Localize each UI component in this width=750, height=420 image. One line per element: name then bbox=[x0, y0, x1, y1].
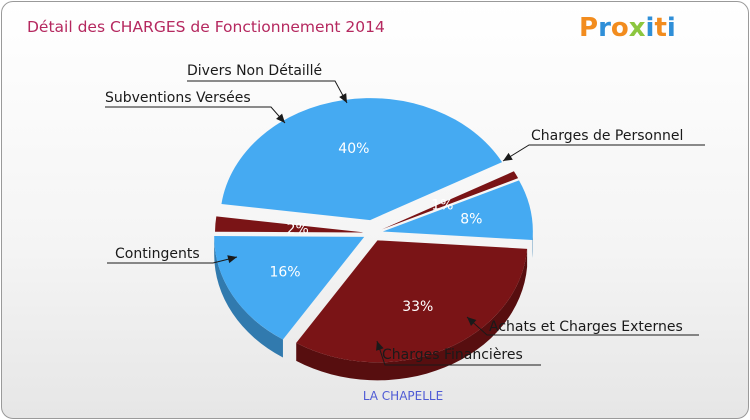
legend-label: Charges de Personnel bbox=[531, 128, 683, 144]
slice-percent-label: 2% bbox=[287, 222, 309, 238]
arrow-head-icon bbox=[339, 93, 347, 103]
logo-letter: i bbox=[667, 13, 676, 43]
pie-labels: 33% 16% 2% 40% 1% 8% Charges de Personnel Achat… bbox=[105, 63, 705, 366]
commune-label: LA CHAPELLE bbox=[363, 389, 443, 403]
legend-label: Charges Financières bbox=[382, 347, 523, 363]
arrow-head-icon bbox=[276, 113, 285, 123]
leader-line bbox=[502, 144, 705, 162]
legend-label: Divers Non Détaillé bbox=[187, 63, 322, 79]
slice-percent-label: 33% bbox=[402, 299, 433, 315]
slice-contingents bbox=[221, 98, 503, 221]
logo-letter: x bbox=[629, 13, 646, 43]
slice-percent-label: 16% bbox=[269, 265, 300, 281]
slice-side bbox=[214, 236, 283, 358]
logo-letter: o bbox=[611, 13, 629, 43]
arrow-head-icon bbox=[227, 255, 237, 264]
leader-line bbox=[105, 106, 286, 124]
slice-achats-et-charges-externes bbox=[214, 236, 365, 340]
slice-charges-financi-res bbox=[215, 216, 366, 233]
slice-percent-label: 40% bbox=[338, 141, 369, 157]
slice-subventions-vers-es bbox=[381, 171, 519, 230]
arrow-head-icon bbox=[376, 341, 384, 351]
legend-label: Achats et Charges Externes bbox=[489, 319, 683, 335]
logo-letter: t bbox=[654, 13, 666, 43]
proxiti-logo: Proxiti bbox=[579, 13, 676, 43]
chart-title: Détail des CHARGES de Fonctionnement 201… bbox=[27, 18, 385, 36]
arrow-head-icon bbox=[503, 152, 513, 161]
logo-letter: i bbox=[646, 13, 655, 43]
slice-percent-label: 1% bbox=[431, 198, 453, 214]
slice-percent-label: 8% bbox=[460, 211, 482, 227]
slice-divers-non-d-taill bbox=[382, 180, 533, 241]
legend-label: Subventions Versées bbox=[105, 90, 251, 106]
logo-letter: P bbox=[579, 13, 598, 43]
slice-side bbox=[296, 248, 528, 381]
pie-slices bbox=[214, 98, 533, 381]
logo-letter: r bbox=[598, 13, 611, 43]
arrow-head-icon bbox=[467, 317, 477, 326]
legend-label: Contingents bbox=[115, 246, 200, 262]
slice-charges-de-personnel bbox=[296, 240, 528, 363]
